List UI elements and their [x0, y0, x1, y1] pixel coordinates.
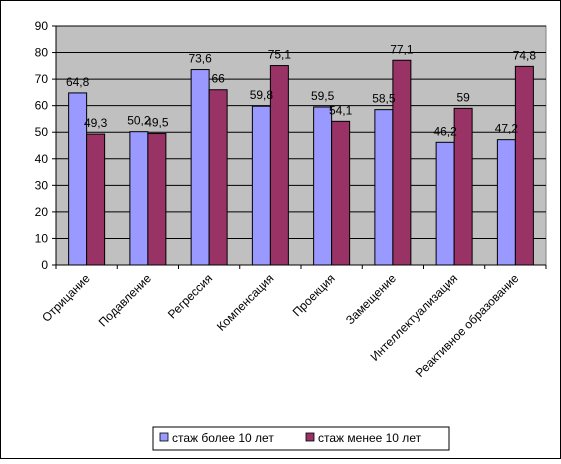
data-label-series-2: 74,8: [513, 48, 537, 62]
legend-swatch-series-1: [159, 432, 169, 442]
bar-series-2: [269, 65, 289, 266]
data-label-series-2: 54,1: [329, 103, 353, 117]
data-label-series-2: 75,1: [268, 48, 292, 62]
bar-series-2: [514, 65, 534, 266]
data-label-series-1: 73,6: [188, 52, 212, 66]
bar-series-2: [392, 59, 412, 266]
legend-label-series-1: стаж более 10 лет: [172, 431, 274, 445]
y-tick-label: 70: [35, 72, 49, 86]
legend-box: [152, 426, 450, 451]
legend-label-series-2: стаж менее 10 лет: [318, 431, 422, 445]
y-tick-label: 60: [35, 99, 49, 113]
data-label-series-2: 66: [211, 72, 225, 86]
bar-series-1: [496, 139, 516, 266]
data-label-series-1: 64,8: [66, 75, 90, 89]
bar-series-1: [251, 105, 271, 266]
y-tick-label: 30: [35, 178, 49, 192]
bar-series-2: [208, 89, 228, 266]
bar-series-1: [190, 69, 210, 266]
y-tick-label: 10: [35, 231, 49, 245]
y-tick-label: 80: [35, 46, 49, 60]
bar-series-2: [86, 133, 106, 266]
data-label-series-2: 59: [456, 90, 470, 104]
data-label-series-2: 77,1: [390, 42, 414, 56]
bars: [68, 59, 534, 266]
bar-series-2: [331, 120, 351, 266]
data-label-series-1: 47,2: [495, 122, 519, 136]
bar-series-1: [313, 106, 333, 266]
bar-series-1: [374, 109, 394, 266]
legend-swatch-series-2: [305, 432, 315, 442]
y-tick-label: 0: [41, 258, 48, 272]
bar-series-1: [129, 131, 149, 266]
data-label-series-1: 46,2: [433, 124, 457, 138]
data-label-series-1: 59,8: [250, 88, 274, 102]
data-label-series-2: 49,5: [145, 116, 169, 130]
data-label-series-1: 50,2: [127, 114, 151, 128]
y-tick-label: 90: [35, 19, 49, 33]
y-tick-label: 20: [35, 205, 49, 219]
legend: стаж более 10 лет стаж менее 10 лет: [152, 426, 450, 451]
data-label-series-1: 58,5: [372, 92, 396, 106]
bar-series-2: [147, 133, 167, 266]
bar-series-2: [453, 107, 473, 266]
data-label-series-2: 49,3: [84, 116, 108, 130]
data-labels: 64,8 49,3 50,249,5 73,6 66 59,8 75,1 59,554,1 58…: [66, 42, 536, 138]
y-axis: 0 10 20 30 40 50 60 70 80 90: [35, 19, 57, 272]
y-tick-label: 50: [35, 125, 49, 139]
data-label-series-1: 59,5: [311, 89, 335, 103]
bar-series-1: [435, 141, 455, 266]
y-tick-label: 40: [35, 152, 49, 166]
